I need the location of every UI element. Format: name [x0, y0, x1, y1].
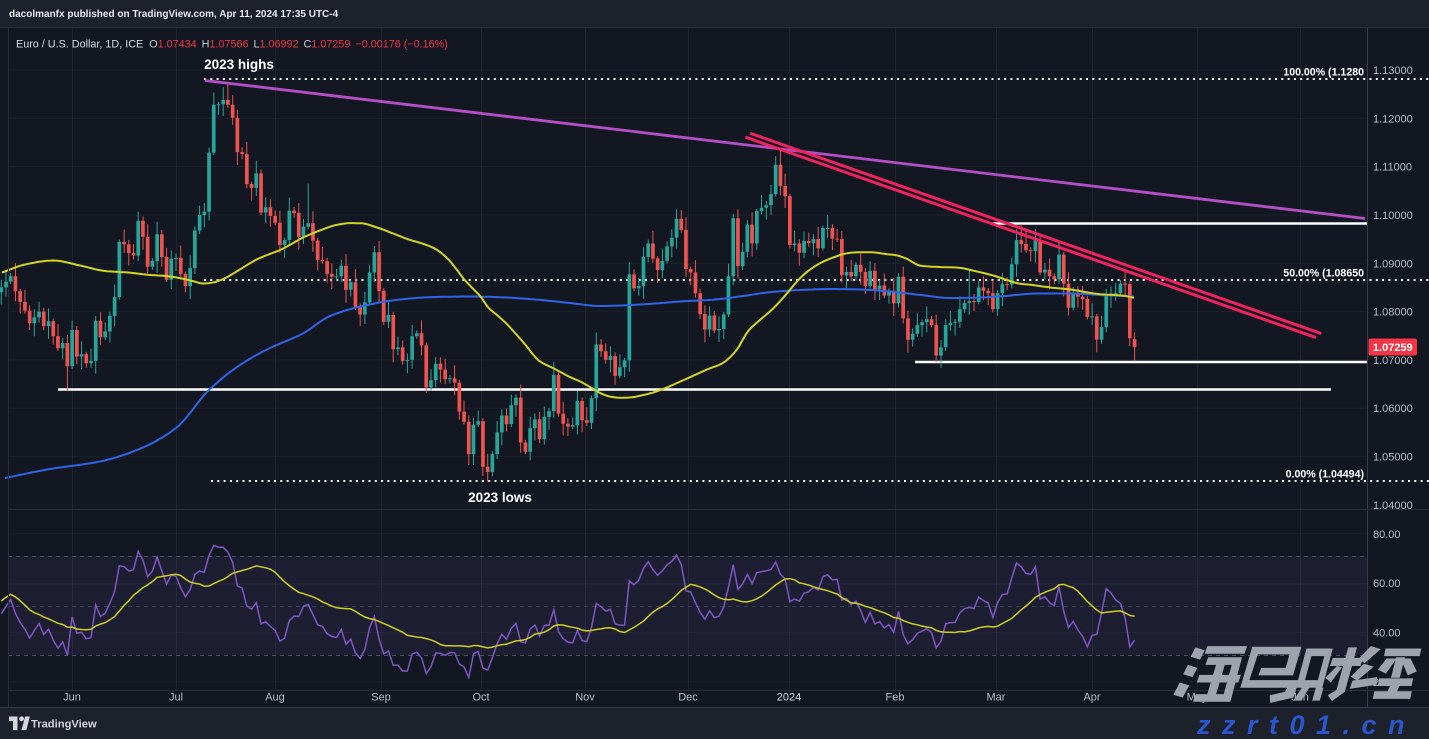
svg-text:1.05000: 1.05000: [1373, 452, 1413, 464]
svg-text:80.00: 80.00: [1373, 529, 1401, 541]
svg-text:40.00: 40.00: [1373, 628, 1401, 640]
svg-text:dacolmanfx published on Tradin: dacolmanfx published on TradingView.com,…: [9, 9, 339, 20]
svg-text:50.00% (1.08650: 50.00% (1.08650: [1283, 268, 1364, 280]
svg-text:Feb: Feb: [886, 692, 905, 704]
svg-text:1.09000: 1.09000: [1373, 258, 1413, 270]
svg-text:Aug: Aug: [265, 692, 285, 704]
svg-text:Jul: Jul: [169, 692, 183, 704]
svg-text:Sep: Sep: [371, 692, 391, 704]
svg-text:TradingView: TradingView: [31, 719, 97, 731]
svg-text:2023 lows: 2023 lows: [468, 490, 532, 505]
svg-text:0.00% (1.04494): 0.00% (1.04494): [1286, 469, 1364, 481]
svg-text:Jun: Jun: [63, 692, 81, 704]
svg-text:Oct: Oct: [472, 692, 489, 704]
svg-text:Apr: Apr: [1083, 692, 1100, 704]
svg-text:1.06000: 1.06000: [1373, 403, 1413, 415]
svg-text:1.04000: 1.04000: [1373, 500, 1413, 512]
svg-text:Dec: Dec: [678, 692, 698, 704]
svg-text:2024: 2024: [777, 692, 801, 704]
svg-text:1.07000: 1.07000: [1373, 355, 1413, 367]
svg-text:Mar: Mar: [987, 692, 1006, 704]
svg-text:100.00% (1.1280: 100.00% (1.1280: [1283, 67, 1364, 79]
svg-text:1.10000: 1.10000: [1373, 210, 1413, 222]
svg-text:1.13000: 1.13000: [1373, 65, 1413, 77]
svg-text:zzrt01.cn: zzrt01.cn: [1196, 710, 1416, 739]
svg-text:1.12000: 1.12000: [1373, 113, 1413, 125]
svg-text:Nov: Nov: [575, 692, 595, 704]
svg-text:1.07259: 1.07259: [1373, 342, 1413, 354]
svg-text:60.00: 60.00: [1373, 578, 1401, 590]
svg-text:2023 highs: 2023 highs: [204, 57, 274, 72]
svg-text:1.08000: 1.08000: [1373, 307, 1413, 319]
svg-text:1.11000: 1.11000: [1373, 162, 1412, 174]
